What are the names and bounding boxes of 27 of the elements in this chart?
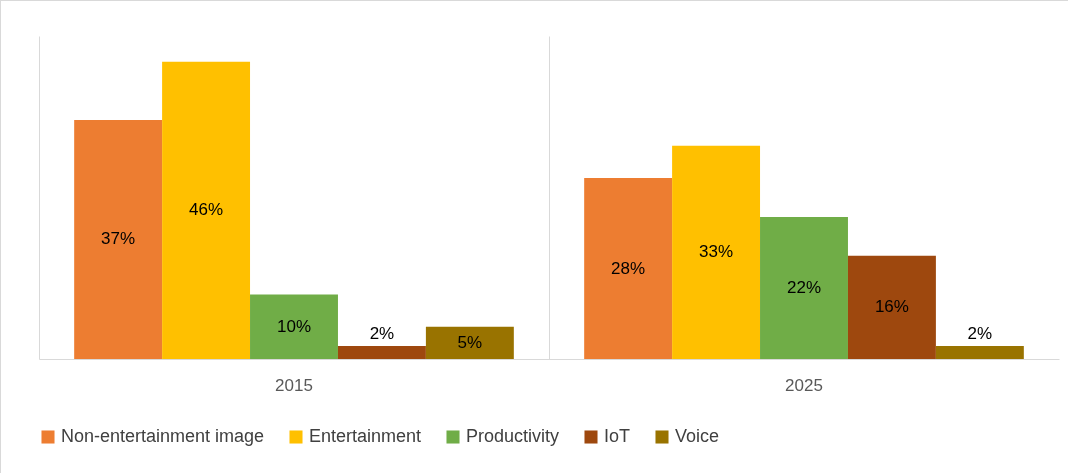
- bar: [584, 178, 673, 359]
- x-tick-label: 2015: [275, 375, 313, 395]
- data-label: 2%: [967, 324, 993, 344]
- data-label: 2%: [369, 324, 395, 344]
- data-label: 10%: [276, 316, 312, 336]
- legend-label: Non-entertainment image: [61, 426, 265, 446]
- data-label: 28%: [611, 258, 646, 278]
- bar: [162, 61, 251, 359]
- bar: [760, 216, 848, 359]
- data-label: 33%: [699, 242, 734, 262]
- bar: [847, 255, 936, 359]
- data-label: 5%: [457, 332, 483, 352]
- bar: [672, 145, 761, 359]
- data-label: 37%: [101, 229, 136, 249]
- data-label: 46%: [189, 200, 224, 220]
- x-tick-label: 2025: [785, 375, 823, 395]
- legend-label: Productivity: [466, 426, 560, 446]
- bar: [250, 294, 338, 359]
- data-label: 22%: [786, 277, 822, 297]
- bar: [935, 346, 1024, 359]
- bar: [425, 326, 514, 359]
- bar: [337, 346, 426, 359]
- legend-label: IoT: [604, 426, 631, 446]
- legend-label: Voice: [675, 426, 720, 446]
- legend-label: Entertainment: [309, 426, 422, 446]
- data-label: 16%: [874, 297, 909, 317]
- bar: [74, 119, 163, 359]
